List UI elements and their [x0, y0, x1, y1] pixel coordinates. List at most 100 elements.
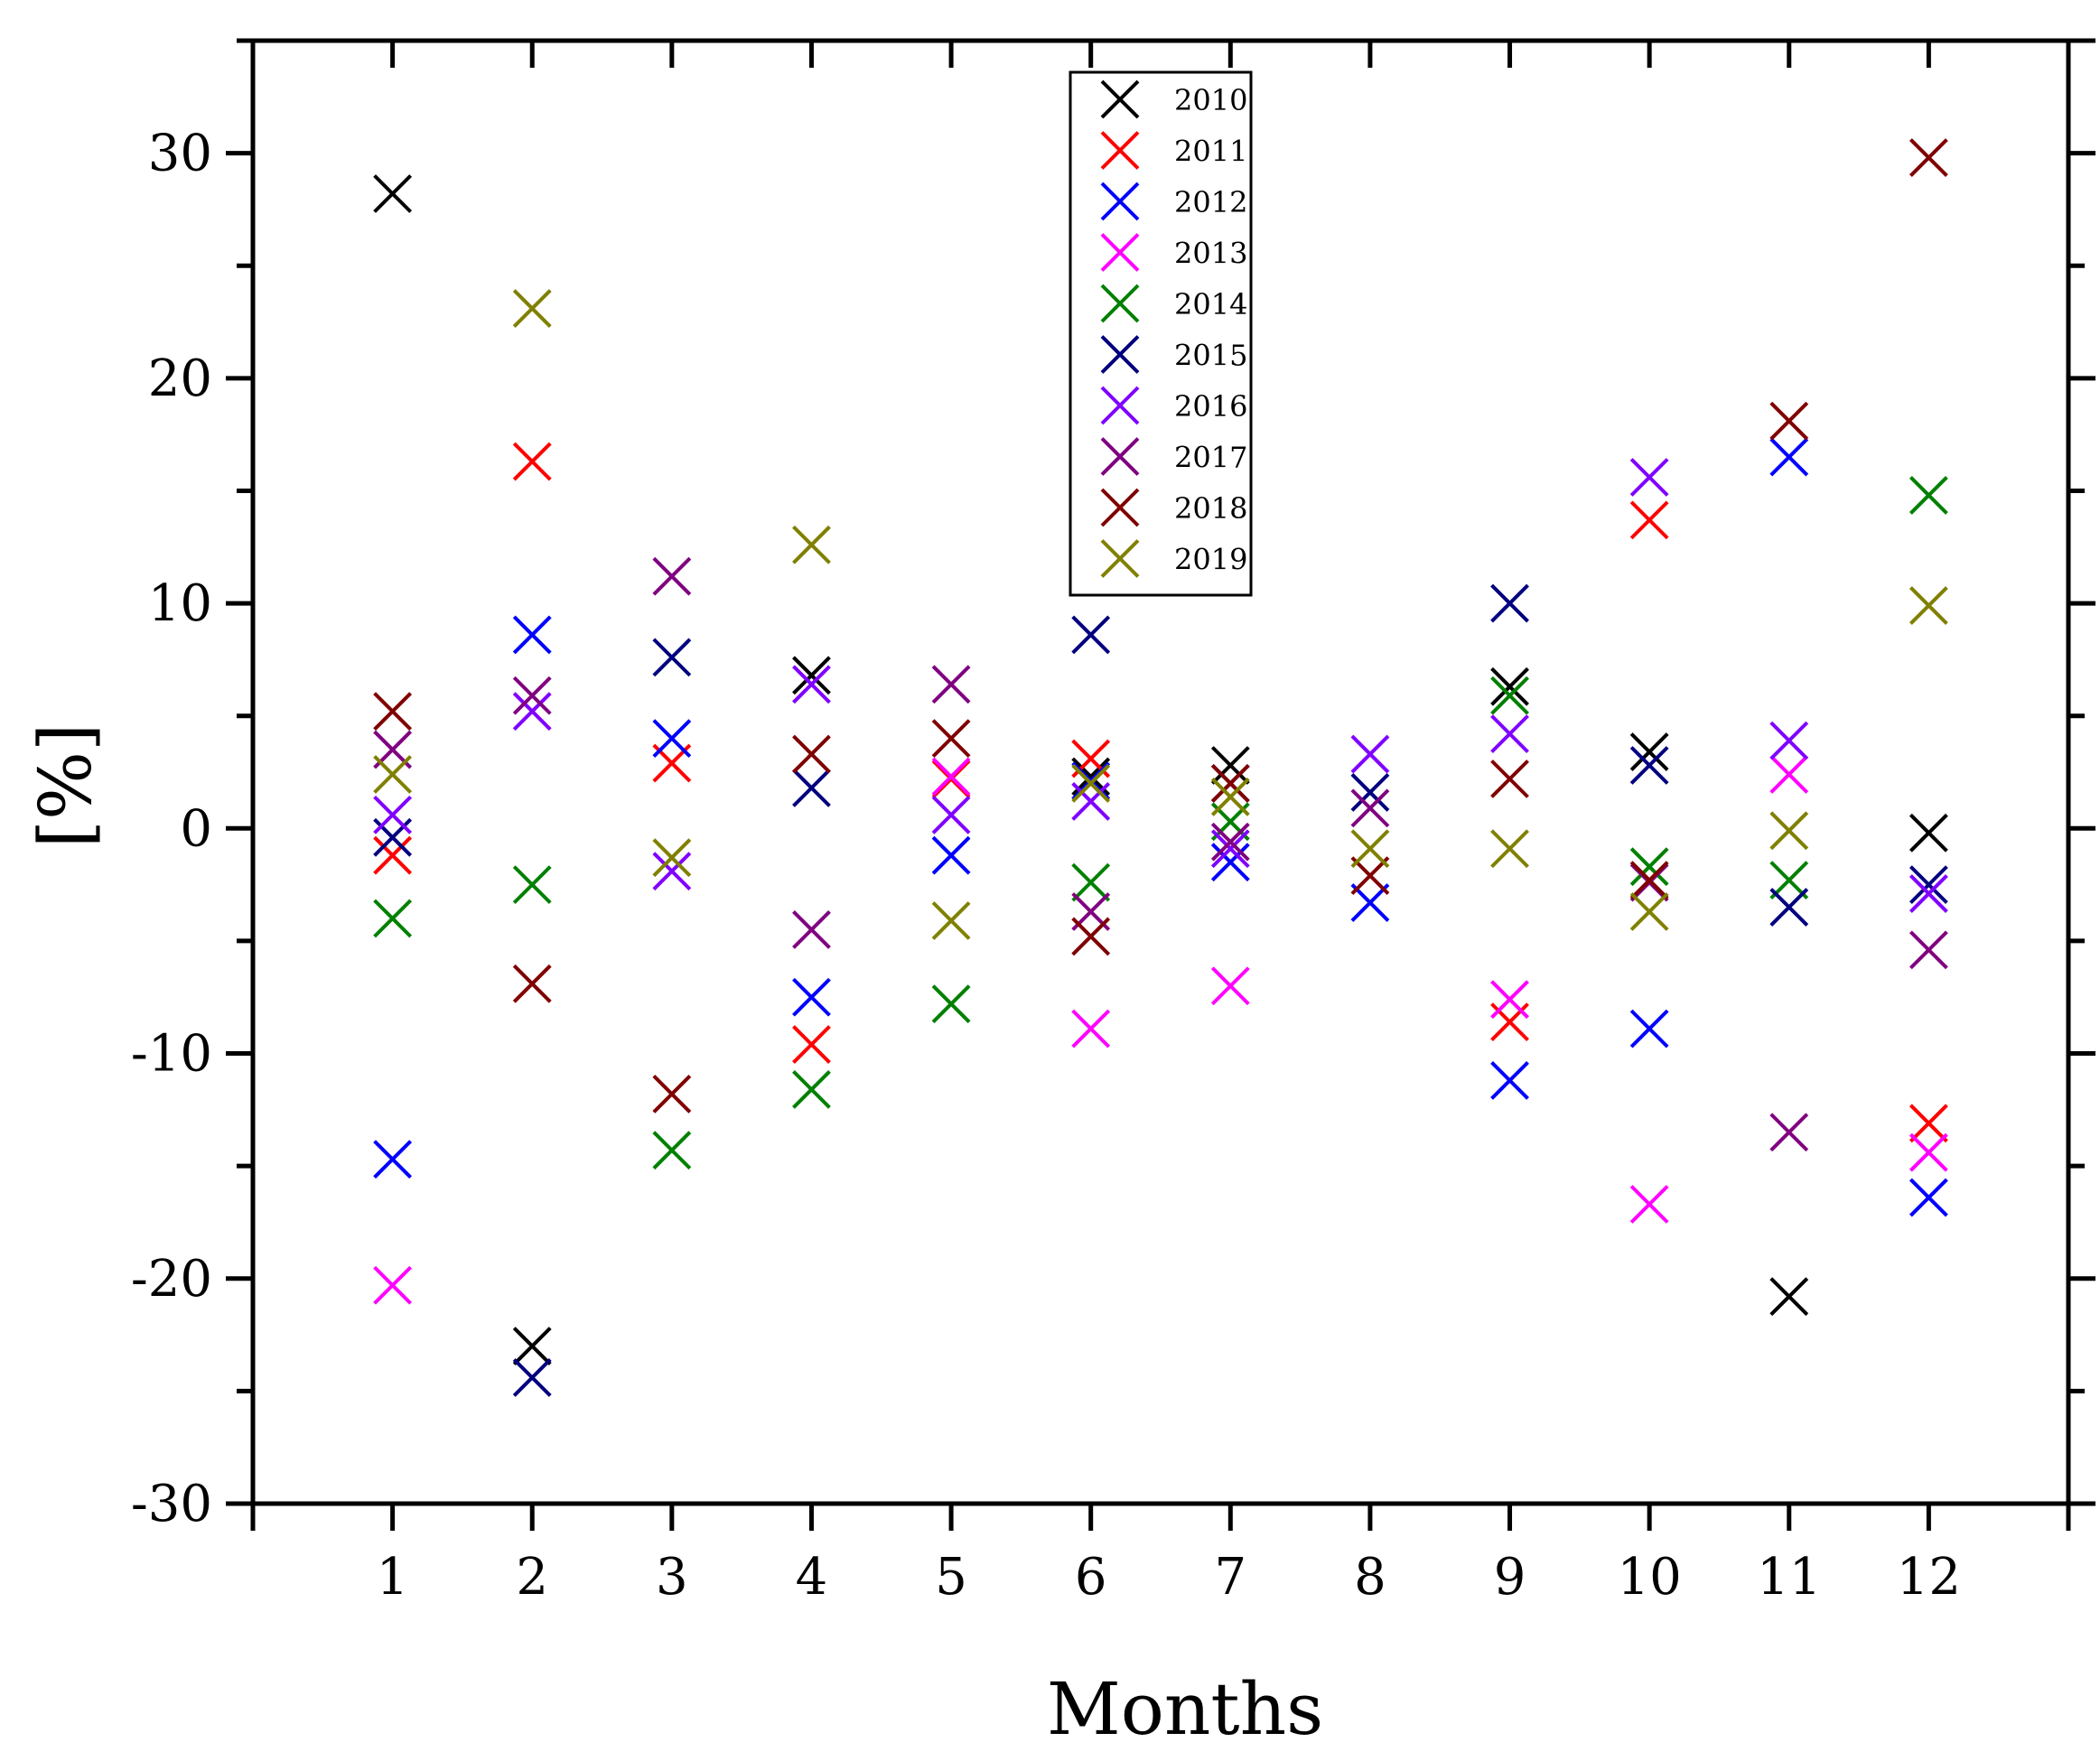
data-point-2018 — [1071, 917, 1111, 956]
data-point-2017 — [931, 665, 971, 704]
legend-marker-2011 — [1100, 131, 1140, 170]
data-point-2015 — [512, 1358, 552, 1397]
legend-marker-2016 — [1100, 386, 1140, 425]
x-tick-label: 1 — [377, 1548, 409, 1607]
data-point-2012 — [652, 719, 692, 759]
data-point-2019 — [652, 838, 692, 878]
data-point-2016 — [931, 795, 971, 834]
y-tick-label: 10 — [148, 574, 212, 633]
data-point-2015 — [1350, 773, 1390, 812]
data-point-2013 — [373, 1265, 413, 1305]
x-axis-title: Months — [1047, 1667, 1323, 1751]
plot-frame — [250, 38, 2071, 1506]
data-point-2014 — [1909, 476, 1948, 515]
legend-marker-2015 — [1100, 335, 1140, 374]
x-tick-label: 12 — [1897, 1548, 1961, 1607]
data-point-2014 — [1769, 861, 1809, 900]
data-point-2014 — [512, 865, 552, 905]
data-point-2016 — [512, 692, 552, 731]
y-axis-title: [%] — [23, 723, 107, 848]
data-point-2015 — [1629, 746, 1669, 785]
data-point-2019 — [1210, 778, 1250, 816]
data-point-2018 — [931, 719, 971, 759]
legend-label: 2018 — [1174, 491, 1247, 526]
data-point-2010 — [1629, 732, 1669, 771]
data-point-2011 — [512, 442, 552, 481]
data-point-2018 — [512, 964, 552, 1003]
legend-marker-2019 — [1100, 539, 1140, 578]
data-point-2013 — [1909, 1132, 1948, 1172]
x-tick-label: 8 — [1354, 1548, 1386, 1607]
data-point-2016 — [652, 852, 692, 891]
data-point-2014 — [373, 899, 413, 938]
data-point-2011 — [373, 835, 413, 875]
data-point-2016 — [1210, 829, 1250, 869]
data-point-2017 — [792, 910, 831, 949]
data-point-2012 — [792, 977, 831, 1017]
data-point-2010 — [512, 1327, 552, 1365]
legend-box — [1069, 70, 1253, 597]
data-point-2010 — [373, 174, 413, 213]
legend-marker-2018 — [1100, 488, 1140, 527]
y-tick-label: -10 — [131, 1025, 212, 1084]
data-marks — [373, 138, 1948, 1397]
data-point-2010 — [1210, 746, 1250, 785]
data-point-2016 — [1909, 874, 1948, 913]
data-point-2018 — [652, 1074, 692, 1113]
data-point-2013 — [1769, 755, 1809, 794]
data-point-2017 — [1350, 788, 1390, 828]
data-point-2015 — [792, 769, 831, 807]
legend-marker-2014 — [1100, 284, 1140, 323]
legend-label: 2015 — [1174, 339, 1247, 373]
data-point-2016 — [1769, 721, 1809, 760]
data-point-2012 — [931, 835, 971, 875]
data-point-2018 — [373, 692, 413, 731]
data-point-2010 — [1769, 1277, 1809, 1317]
data-point-2019 — [1490, 829, 1529, 869]
data-point-2015 — [1769, 888, 1809, 927]
data-point-2015 — [652, 638, 692, 677]
data-point-2019 — [1909, 586, 1948, 625]
data-point-2015 — [1071, 615, 1111, 655]
legend-label: 2013 — [1174, 237, 1247, 271]
data-point-2012 — [1350, 883, 1390, 922]
data-point-2016 — [792, 665, 831, 704]
data-point-2011 — [1629, 500, 1669, 540]
data-point-2012 — [1210, 843, 1250, 882]
data-point-2018 — [1769, 401, 1809, 441]
data-point-2019 — [1350, 829, 1390, 869]
data-point-2018 — [1629, 861, 1669, 900]
legend: 2010 2011 2012 2013 2014 2015 2016 2017 2018 2019 — [1069, 70, 1253, 597]
data-point-2017 — [652, 556, 692, 596]
data-point-2019 — [373, 755, 413, 794]
y-tick-label: 0 — [180, 799, 212, 858]
legend-label: 2010 — [1174, 83, 1247, 117]
x-tick-label: 9 — [1494, 1548, 1526, 1607]
data-point-2012 — [373, 1140, 413, 1179]
data-point-2016 — [1350, 734, 1390, 774]
x-tick-label: 5 — [935, 1548, 967, 1607]
data-point-2017 — [512, 676, 552, 715]
data-point-2012 — [1769, 437, 1809, 477]
legend-label: 2016 — [1174, 389, 1247, 424]
data-point-2019 — [1769, 811, 1809, 851]
data-point-2010 — [1909, 813, 1948, 853]
x-tick-label: 10 — [1618, 1548, 1682, 1607]
data-point-2015 — [1490, 583, 1529, 623]
x-tick-label: 3 — [656, 1548, 688, 1607]
x-tick-label: 7 — [1214, 1548, 1246, 1607]
data-point-2018 — [1350, 856, 1390, 896]
data-point-2013 — [1490, 980, 1529, 1020]
data-point-2016 — [373, 795, 413, 834]
legend-label: 2011 — [1174, 135, 1247, 169]
data-point-2013 — [1071, 1009, 1111, 1048]
data-point-2011 — [792, 1025, 831, 1064]
data-point-2017 — [1210, 822, 1250, 862]
data-point-2014 — [792, 1070, 831, 1109]
legend-label: 2017 — [1174, 441, 1247, 475]
y-tick-label: 30 — [148, 125, 212, 183]
data-point-2012 — [1629, 1009, 1669, 1048]
x-tick-label: 11 — [1757, 1548, 1821, 1607]
